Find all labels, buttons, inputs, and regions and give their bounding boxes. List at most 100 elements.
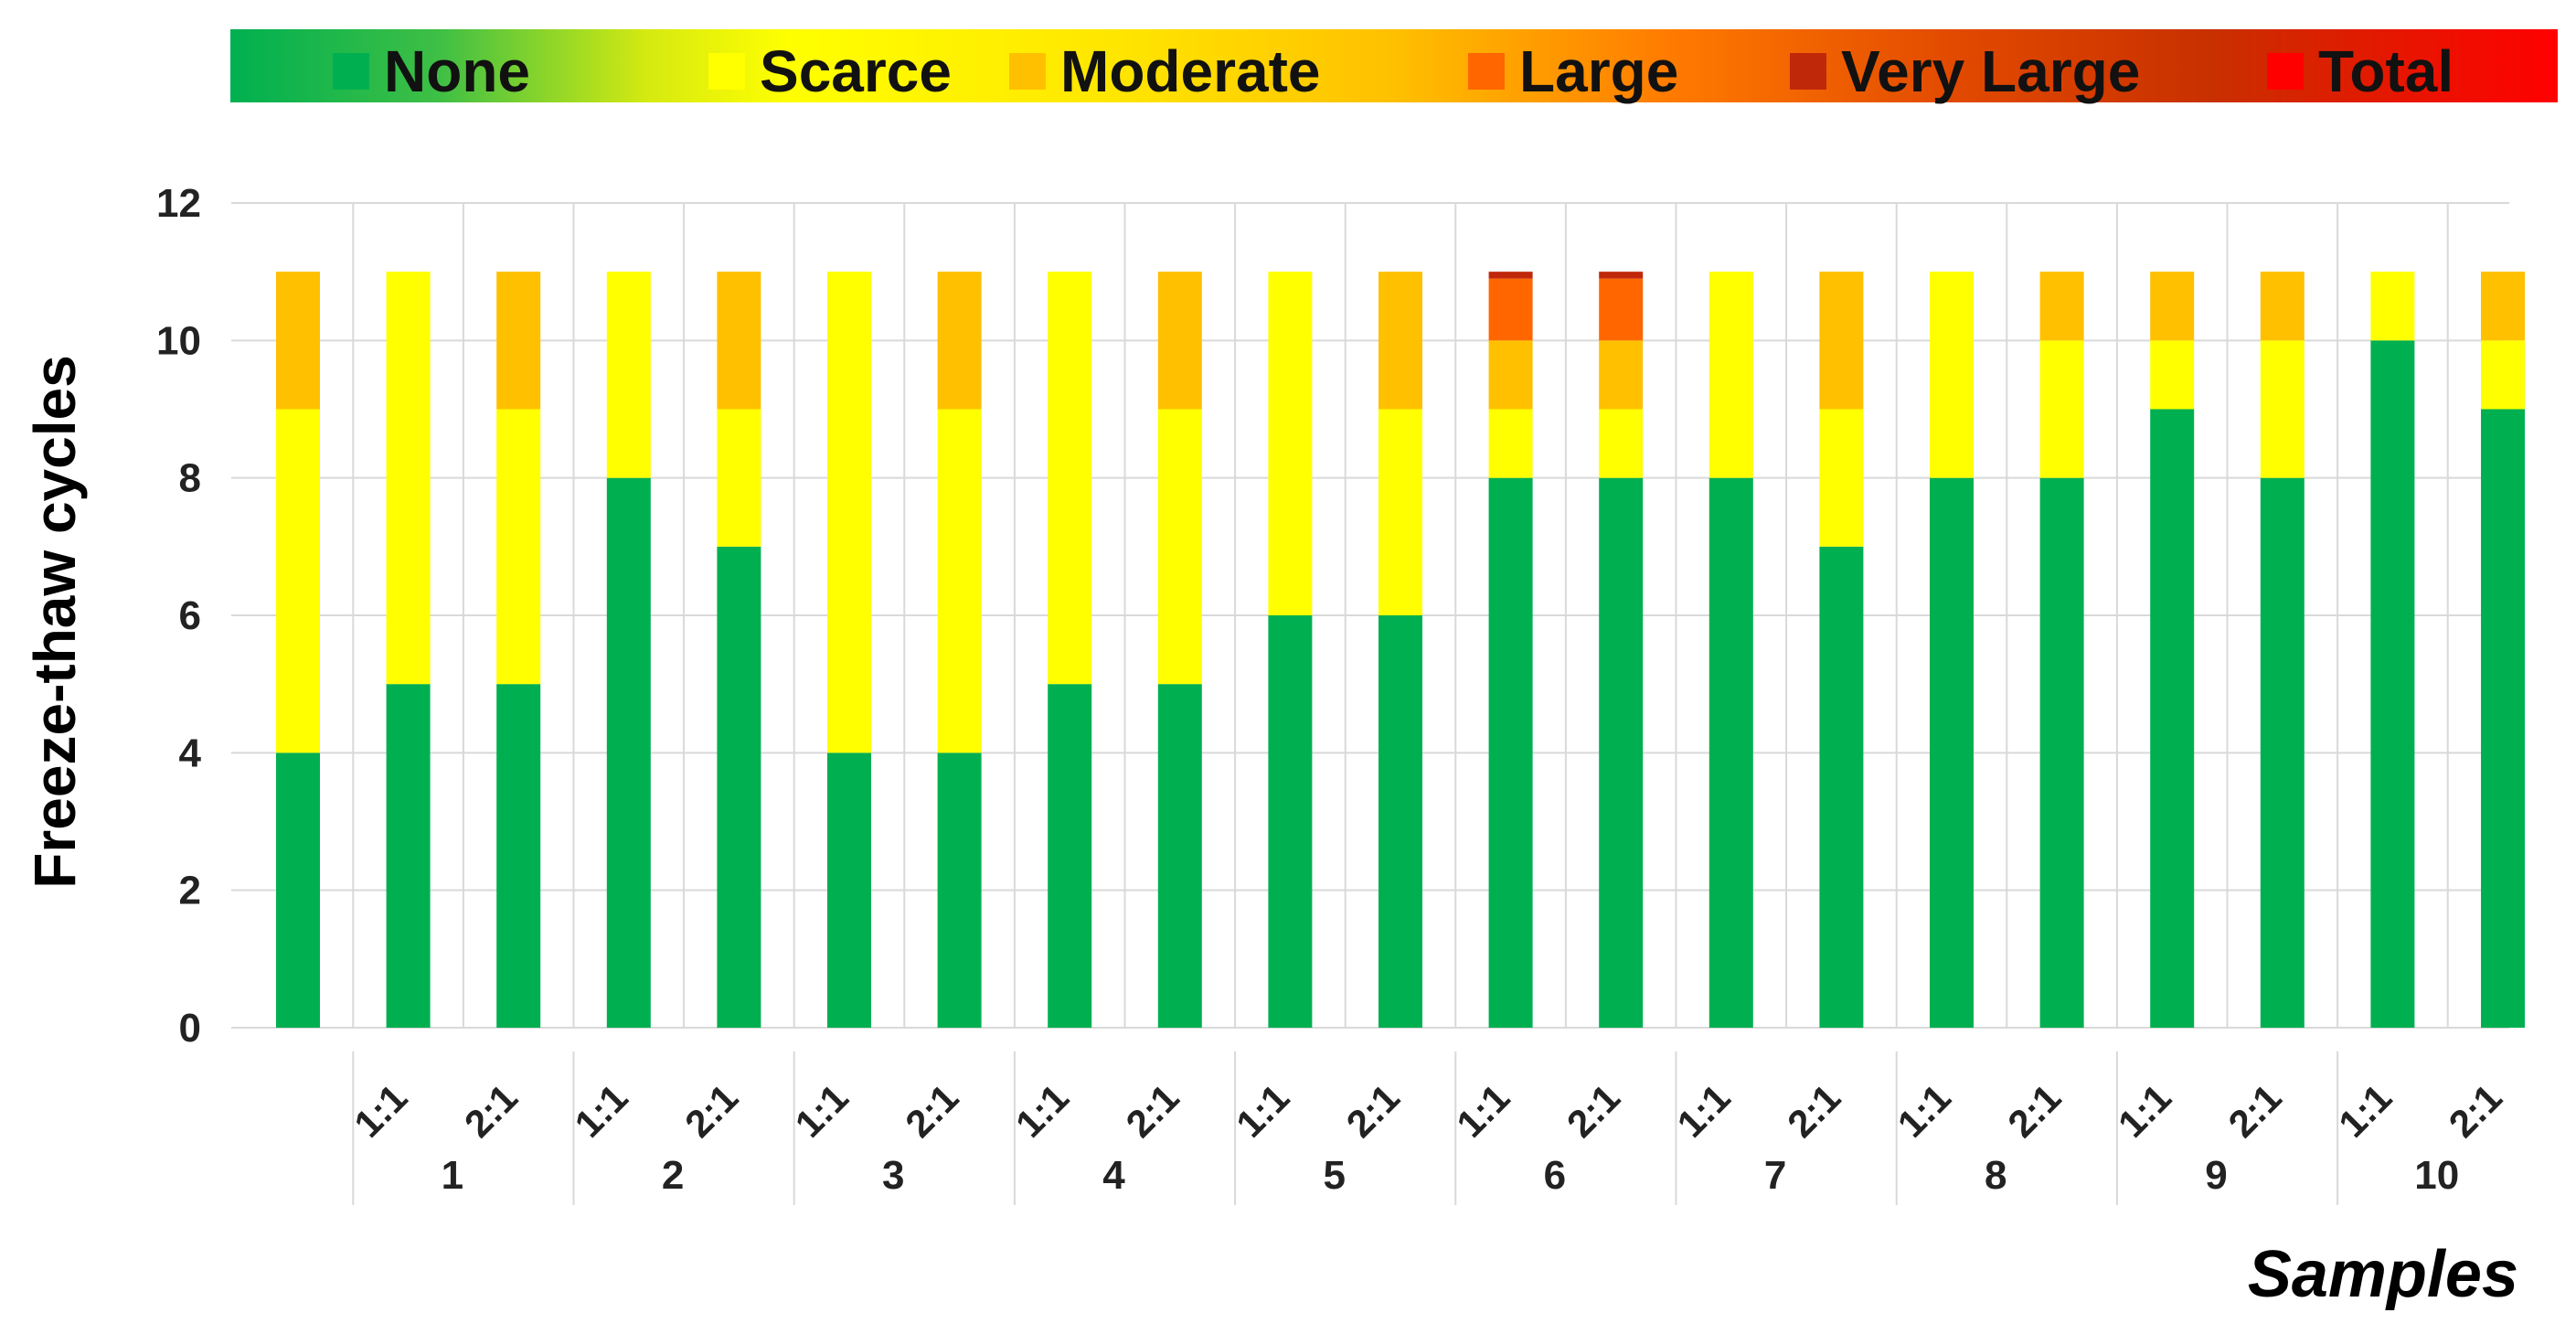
x-tick-ratio-label: 2:1	[676, 1076, 746, 1146]
bar-segment-none	[1048, 684, 1092, 1028]
x-tick-ratio-label: 1:1	[1448, 1076, 1517, 1146]
legend-label: Very Large	[1841, 38, 2140, 104]
bar-segment-none	[2481, 409, 2525, 1028]
x-tick-ratio-label: 1:1	[1228, 1076, 1297, 1146]
bar-segment-scarce	[827, 272, 871, 753]
bar-segment-scarce	[1488, 409, 1533, 478]
bar-stack	[1268, 272, 1313, 1028]
legend: None Scarce Moderate Large Very Large Total	[230, 29, 2558, 104]
y-axis-ticks: 0 2 4 6 8 10 12	[156, 181, 201, 1051]
legend-label: None	[384, 38, 530, 104]
x-tick-ratio-label: 1:1	[787, 1076, 857, 1146]
bar-stack	[1378, 272, 1422, 1028]
bar-segment-none	[2260, 477, 2305, 1028]
bar-stack	[1819, 272, 1864, 1028]
bar-stack	[2481, 272, 2525, 1028]
x-group-label: 8	[1985, 1153, 2007, 1198]
legend-swatch	[333, 53, 369, 90]
bar-segment-scarce	[1268, 272, 1313, 615]
bar-stack	[2039, 272, 2084, 1028]
bar-segment-none	[1599, 477, 1644, 1028]
bar-segment-large	[1599, 278, 1644, 341]
bar-segment-moderate	[1819, 272, 1864, 410]
bar-segment-scarce	[2039, 340, 2084, 478]
bar-stack	[2150, 272, 2195, 1028]
bars	[276, 272, 2525, 1028]
bar-stack	[2370, 272, 2415, 1028]
x-tick-ratio-label: 2:1	[1999, 1076, 2069, 1146]
bar-segment-scarce	[1048, 272, 1092, 685]
bar-segment-scarce	[1378, 409, 1422, 615]
x-tick-ratio-label: 2:1	[1338, 1076, 1408, 1146]
legend-label: Moderate	[1060, 38, 1321, 104]
bar-segment-none	[2370, 340, 2415, 1028]
y-tick-label: 12	[156, 181, 201, 226]
bar-segment-scarce	[1599, 409, 1644, 478]
y-tick-label: 2	[179, 869, 201, 913]
x-tick-ratio-label: 2:1	[1779, 1076, 1848, 1146]
legend-swatch	[1790, 53, 1826, 90]
x-group-label: 9	[2205, 1153, 2227, 1198]
x-tick-ratio-label: 2:1	[2441, 1076, 2510, 1146]
bar-segment-scarce	[2370, 272, 2415, 341]
bar-segment-scarce	[1708, 272, 1753, 478]
bar-segment-none	[496, 684, 541, 1028]
bar-stack	[1048, 272, 1092, 1028]
legend-label: Scarce	[760, 38, 952, 104]
bar-segment-scarce	[1157, 409, 1202, 685]
bar-stack	[2260, 272, 2305, 1028]
bar-stack	[717, 272, 761, 1028]
bar-segment-moderate	[276, 272, 320, 410]
bar-segment-moderate	[937, 272, 982, 410]
x-axis-categories: 1:1 2:1 1:1 2:1 1:1 2:1 1:1 2:1 1:1 2:1 1:1 2:1 1:1 2…	[346, 1051, 2510, 1205]
y-tick-label: 0	[179, 1006, 201, 1051]
bar-segment-none	[1819, 546, 1864, 1028]
bar-segment-none	[1268, 615, 1313, 1028]
bar-segment-scarce	[937, 409, 982, 753]
x-group-label: 1	[442, 1153, 463, 1198]
bar-segment-scarce	[606, 272, 651, 478]
y-tick-label: 6	[179, 593, 201, 638]
x-tick-ratio-label: 1:1	[2330, 1076, 2400, 1146]
legend-swatch	[2267, 53, 2304, 90]
bar-segment-scarce	[1930, 272, 1974, 478]
bar-segment-none	[606, 477, 651, 1028]
bar-stack	[1930, 272, 1974, 1028]
x-tick-ratio-label: 1:1	[2110, 1076, 2179, 1146]
bar-stack	[1157, 272, 1202, 1028]
bar-segment-scarce	[276, 409, 320, 753]
x-group-label: 7	[1764, 1153, 1786, 1198]
bar-stack	[827, 272, 871, 1028]
bar-segment-scarce	[496, 409, 541, 685]
y-tick-label: 8	[179, 456, 201, 501]
bar-segment-none	[1157, 684, 1202, 1028]
x-tick-ratio-label: 1:1	[1668, 1076, 1738, 1146]
bar-segment-none	[717, 546, 761, 1028]
bar-segment-very-large	[1488, 272, 1533, 279]
y-tick-label: 4	[179, 731, 202, 775]
x-group-label: 6	[1544, 1153, 1566, 1198]
bar-segment-none	[2039, 477, 2084, 1028]
x-axis-title: Samples	[2248, 1238, 2518, 1311]
y-axis-title: Freeze-thaw cycles	[22, 355, 88, 888]
x-group-label: 10	[2414, 1153, 2459, 1198]
bar-segment-none	[1708, 477, 1753, 1028]
legend-label: Total	[2318, 38, 2454, 104]
bar-segment-none	[827, 752, 871, 1028]
bar-stack	[1488, 272, 1533, 1028]
bar-segment-moderate	[2039, 272, 2084, 341]
bar-segment-moderate	[1157, 272, 1202, 410]
bar-segment-scarce	[2481, 340, 2525, 410]
bar-segment-scarce	[386, 272, 431, 685]
bar-segment-moderate	[1599, 340, 1644, 410]
y-tick-label: 10	[156, 318, 201, 363]
bar-stack	[386, 272, 431, 1028]
bar-segment-large	[1488, 278, 1533, 341]
bar-stack	[606, 272, 651, 1028]
x-tick-ratio-label: 2:1	[1559, 1076, 1628, 1146]
x-tick-ratio-label: 2:1	[2219, 1076, 2289, 1146]
bar-segment-scarce	[717, 409, 761, 547]
x-tick-ratio-label: 1:1	[346, 1076, 415, 1146]
bar-stack	[1708, 272, 1753, 1028]
